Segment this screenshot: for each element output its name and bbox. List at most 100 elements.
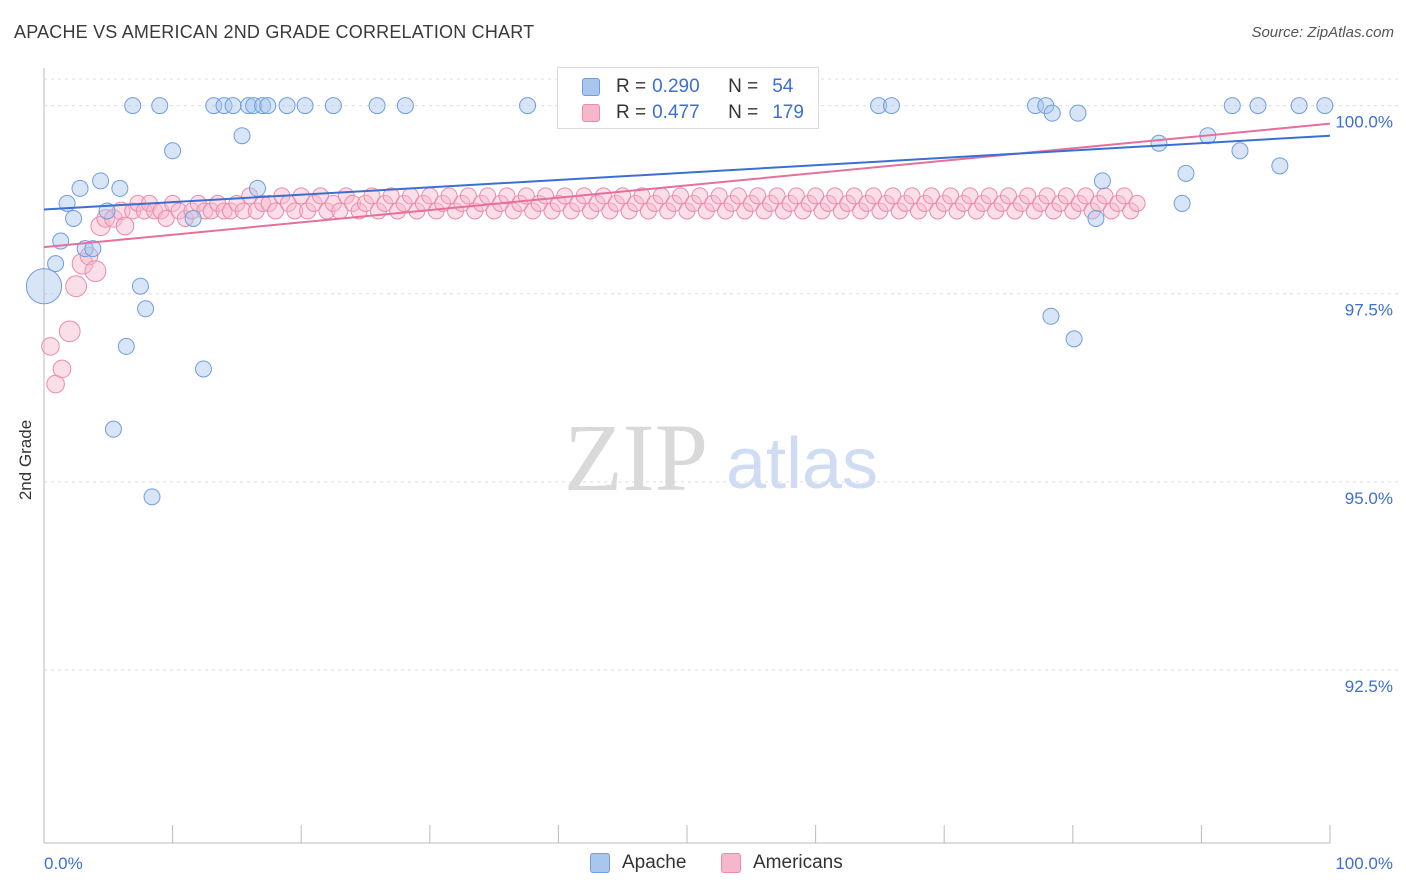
apache-point xyxy=(396,97,414,115)
tick-labels: 100.0% 97.5% 95.0% 92.5% 0.0% 100.0% xyxy=(44,113,1393,873)
americans-swatch-icon xyxy=(721,853,741,873)
americans-point xyxy=(254,194,272,212)
apache-point xyxy=(1087,209,1105,227)
americans-point xyxy=(1019,187,1037,205)
apache-point xyxy=(368,97,386,115)
apache-point xyxy=(254,97,272,115)
apache-point xyxy=(882,97,900,115)
apache-point xyxy=(1177,164,1195,182)
apache-point xyxy=(111,179,129,197)
apache-point xyxy=(248,179,266,197)
americans-point xyxy=(691,187,709,205)
y-tick-label: 97.5% xyxy=(1345,301,1393,320)
apache-point xyxy=(71,179,89,197)
americans-point xyxy=(980,187,998,205)
americans-swatch-icon xyxy=(582,104,600,122)
americans-point xyxy=(1077,187,1095,205)
americans-point xyxy=(594,187,612,205)
bottom-legend-americans: Americans xyxy=(721,852,843,874)
axes xyxy=(43,68,1331,844)
apache-point xyxy=(1093,172,1111,190)
americans-point xyxy=(266,202,284,220)
americans-point xyxy=(382,187,400,205)
apache-point xyxy=(1173,194,1191,212)
legend-r-label: R = xyxy=(616,102,647,123)
apache-point xyxy=(1027,97,1045,115)
source-label: Source: ZipAtlas.com xyxy=(1251,24,1394,41)
bottom-legend-apache-label: Apache xyxy=(622,852,687,873)
series-apache-points xyxy=(25,97,1334,506)
y-tick-label: 95.0% xyxy=(1345,489,1393,508)
americans-point xyxy=(903,187,921,205)
apache-point xyxy=(1290,97,1308,115)
apache-point xyxy=(65,209,83,227)
apache-point xyxy=(1231,142,1249,160)
apache-point xyxy=(1223,97,1241,115)
bottom-legend-americans-label: Americans xyxy=(753,852,843,873)
apache-point xyxy=(84,240,102,258)
apache-point xyxy=(1065,330,1083,348)
apache-point xyxy=(870,97,888,115)
apache-point xyxy=(324,97,342,115)
americans-point xyxy=(58,320,81,343)
americans-point xyxy=(884,187,902,205)
americans-point xyxy=(1000,187,1017,205)
americans-point xyxy=(942,187,960,205)
americans-point xyxy=(729,187,747,205)
apache-point xyxy=(47,255,65,273)
legend-n-value: 54 xyxy=(772,76,794,97)
apache-point xyxy=(224,97,242,115)
americans-point xyxy=(1096,187,1114,205)
apache-trend-line xyxy=(43,134,1331,211)
apache-point xyxy=(239,97,257,115)
apache-point xyxy=(1042,307,1060,325)
series-americans-points xyxy=(41,187,1146,394)
americans-point xyxy=(922,187,940,205)
americans-trend-line xyxy=(43,122,1331,249)
bottom-legend: Apache Americans xyxy=(0,852,1406,878)
americans-point xyxy=(41,337,60,356)
apache-point xyxy=(1069,104,1087,122)
watermark-atlas: atlas xyxy=(726,424,878,504)
americans-point xyxy=(1057,187,1075,205)
apache-point xyxy=(124,97,142,115)
americans-point xyxy=(1115,187,1133,205)
americans-point xyxy=(363,187,381,205)
apache-point xyxy=(1043,104,1061,122)
americans-point xyxy=(672,187,690,205)
apache-point xyxy=(245,97,263,115)
americans-point xyxy=(215,202,233,220)
apache-point xyxy=(1271,157,1289,175)
americans-point xyxy=(498,187,516,205)
apache-point xyxy=(164,142,182,160)
americans-point xyxy=(961,187,979,205)
apache-point xyxy=(131,277,149,295)
apache-point xyxy=(194,360,212,378)
americans-point xyxy=(440,187,458,205)
americans-point xyxy=(1128,194,1146,212)
apache-point xyxy=(143,488,161,506)
apache-point xyxy=(137,300,155,318)
legend-row-apache: R = 0.290 N = 54 xyxy=(582,76,793,98)
apache-point xyxy=(259,97,277,115)
americans-point xyxy=(65,275,88,298)
americans-point xyxy=(633,187,651,205)
americans-point xyxy=(710,187,728,205)
legend-r-value: 0.290 xyxy=(652,76,700,97)
legend-box: R = 0.290 N = 54 R = 0.477 N = 179 xyxy=(557,67,819,129)
y-tick-label: 100.0% xyxy=(1335,113,1393,132)
trend-lines xyxy=(43,122,1331,249)
americans-point xyxy=(768,187,786,205)
apache-point xyxy=(151,97,169,115)
americans-point xyxy=(311,187,329,205)
apache-point xyxy=(519,97,537,115)
apache-swatch-icon xyxy=(582,78,600,96)
americans-point xyxy=(807,187,825,205)
grid-lines xyxy=(44,78,1398,671)
americans-point xyxy=(115,216,135,236)
apache-point xyxy=(233,127,251,145)
americans-point xyxy=(749,187,767,205)
americans-point xyxy=(845,187,863,205)
apache-point xyxy=(205,97,223,115)
